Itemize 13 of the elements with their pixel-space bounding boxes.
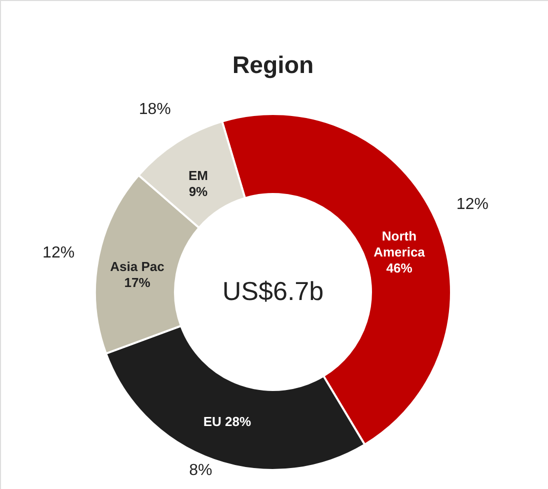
data-label: 9% [188,184,208,200]
text: 12% [456,196,488,213]
chart-title: Region [232,52,314,79]
text: US$6.7b [222,276,324,306]
slice-label: Asia Pac [110,259,164,274]
text: 12% [42,244,75,262]
slice-label: EM [188,168,208,184]
slice-label: North America [374,228,426,260]
text: 8% [189,462,212,479]
data-label: 17% [124,275,151,290]
data-label: 46% [386,260,413,276]
slice-label: EU 28% [203,414,252,430]
text: 18% [138,100,171,118]
